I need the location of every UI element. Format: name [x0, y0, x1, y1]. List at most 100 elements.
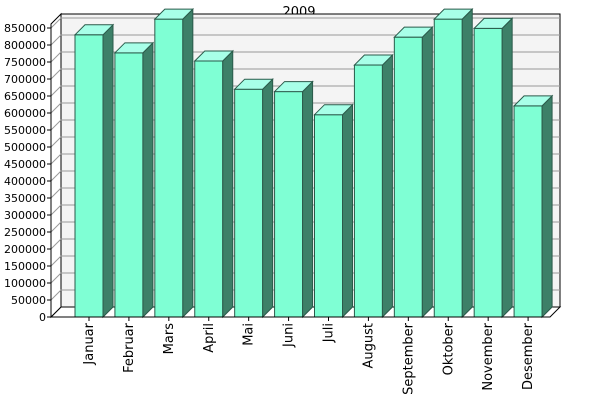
bar-top: [73, 24, 115, 36]
y-tick-label: 450000: [4, 158, 46, 171]
bar-front: [154, 18, 184, 318]
bar-side: [262, 77, 274, 319]
bar-top: [433, 8, 474, 20]
bar-front: [314, 114, 343, 318]
bar-top: [353, 54, 394, 66]
bar: [273, 80, 314, 319]
bar-side: [222, 49, 234, 319]
bar: [393, 25, 434, 319]
x-tick-label: Januar: [82, 322, 97, 365]
gridline: [50, 34, 560, 46]
gridline: [50, 119, 560, 131]
bar-side: [461, 7, 473, 319]
gridline: [50, 85, 560, 97]
y-tick-label: 0: [39, 311, 46, 324]
gridline: [50, 102, 560, 114]
bar: [153, 7, 195, 319]
x-tick-label: Mai: [242, 323, 257, 346]
y-tick-label: 650000: [4, 90, 46, 103]
y-tick-label: 800000: [4, 39, 46, 52]
bar-front: [114, 52, 144, 318]
gridline: [50, 153, 560, 165]
y-tick-label: 150000: [4, 260, 46, 273]
y-tick-label: 300000: [4, 209, 46, 222]
y-tick-label: 200000: [4, 243, 46, 256]
bar: [472, 17, 514, 319]
x-tick-label: August: [361, 323, 376, 369]
bar-front: [274, 91, 304, 318]
x-tick-label: April: [202, 323, 217, 353]
bar: [113, 41, 155, 319]
gridline: [50, 289, 560, 301]
bar: [433, 7, 474, 319]
bar-side: [421, 25, 433, 319]
bar-top: [233, 78, 274, 90]
y-tick-label: 550000: [4, 124, 46, 137]
bar-top: [273, 81, 314, 93]
bar-side: [501, 17, 513, 319]
bar-top: [153, 8, 195, 20]
bar-side: [182, 7, 194, 319]
bar-front: [433, 18, 463, 318]
y-tick-label: 100000: [4, 277, 46, 290]
bar-front: [393, 36, 423, 318]
bar: [193, 49, 234, 319]
x-tick-label: Mars: [162, 323, 177, 355]
bar-side: [302, 80, 314, 319]
gridline: [50, 51, 560, 63]
y-tick-label: 400000: [4, 175, 46, 188]
bar-side: [142, 41, 154, 319]
x-tick-label: September: [401, 322, 416, 395]
bar: [73, 23, 115, 319]
gridline: [50, 170, 560, 182]
bar-top: [113, 42, 155, 54]
y-tick-label: 700000: [4, 73, 46, 86]
gridline: [50, 221, 560, 233]
axes: [47, 24, 550, 321]
bars: [73, 7, 554, 319]
gridline: [50, 136, 560, 148]
x-tick-label: November: [481, 322, 496, 390]
bar-side: [102, 23, 114, 319]
gridline: [50, 68, 560, 80]
bar-top: [512, 95, 554, 107]
bar-front: [234, 88, 264, 318]
y-tick-labels: 0 50000 100000 150000 200000 250000 300000 3500…: [4, 22, 46, 324]
bar-top: [193, 50, 234, 62]
x-tick-label: Juli: [322, 323, 337, 343]
y-tick-label: 500000: [4, 141, 46, 154]
gridline: [50, 272, 560, 284]
y-tick-label: 50000: [11, 294, 46, 307]
x-tick-labels: Januar Februar Mars April Mai Juni Juli August S…: [82, 322, 536, 395]
side-wall: [50, 12, 62, 319]
bar: [353, 53, 394, 319]
x-tick-label: Desember: [521, 322, 536, 390]
gridline: [50, 238, 560, 250]
gridline: [50, 187, 560, 199]
bar: [512, 94, 554, 319]
x-tick-label: Oktober: [441, 322, 456, 375]
bar-front: [473, 27, 503, 318]
gridline: [50, 17, 560, 29]
bar-top: [313, 104, 354, 116]
bar-side: [381, 53, 393, 319]
bar-top: [472, 17, 514, 29]
bar-front: [194, 60, 224, 318]
bar-front: [74, 34, 104, 318]
bar: [233, 77, 274, 319]
x-tick-label: Februar: [122, 322, 137, 373]
y-tick-label: 250000: [4, 226, 46, 239]
y-tick-label: 750000: [4, 56, 46, 69]
y-tick-label: 600000: [4, 107, 46, 120]
gridline: [50, 255, 560, 267]
x-tick-label: Juni: [282, 323, 297, 348]
gridline: [50, 204, 560, 216]
bar-front: [353, 64, 383, 318]
bar-top: [393, 26, 434, 38]
bar-side: [541, 94, 553, 319]
bar-side: [342, 103, 353, 319]
grid-lines: [50, 17, 560, 301]
bar: [313, 103, 354, 319]
